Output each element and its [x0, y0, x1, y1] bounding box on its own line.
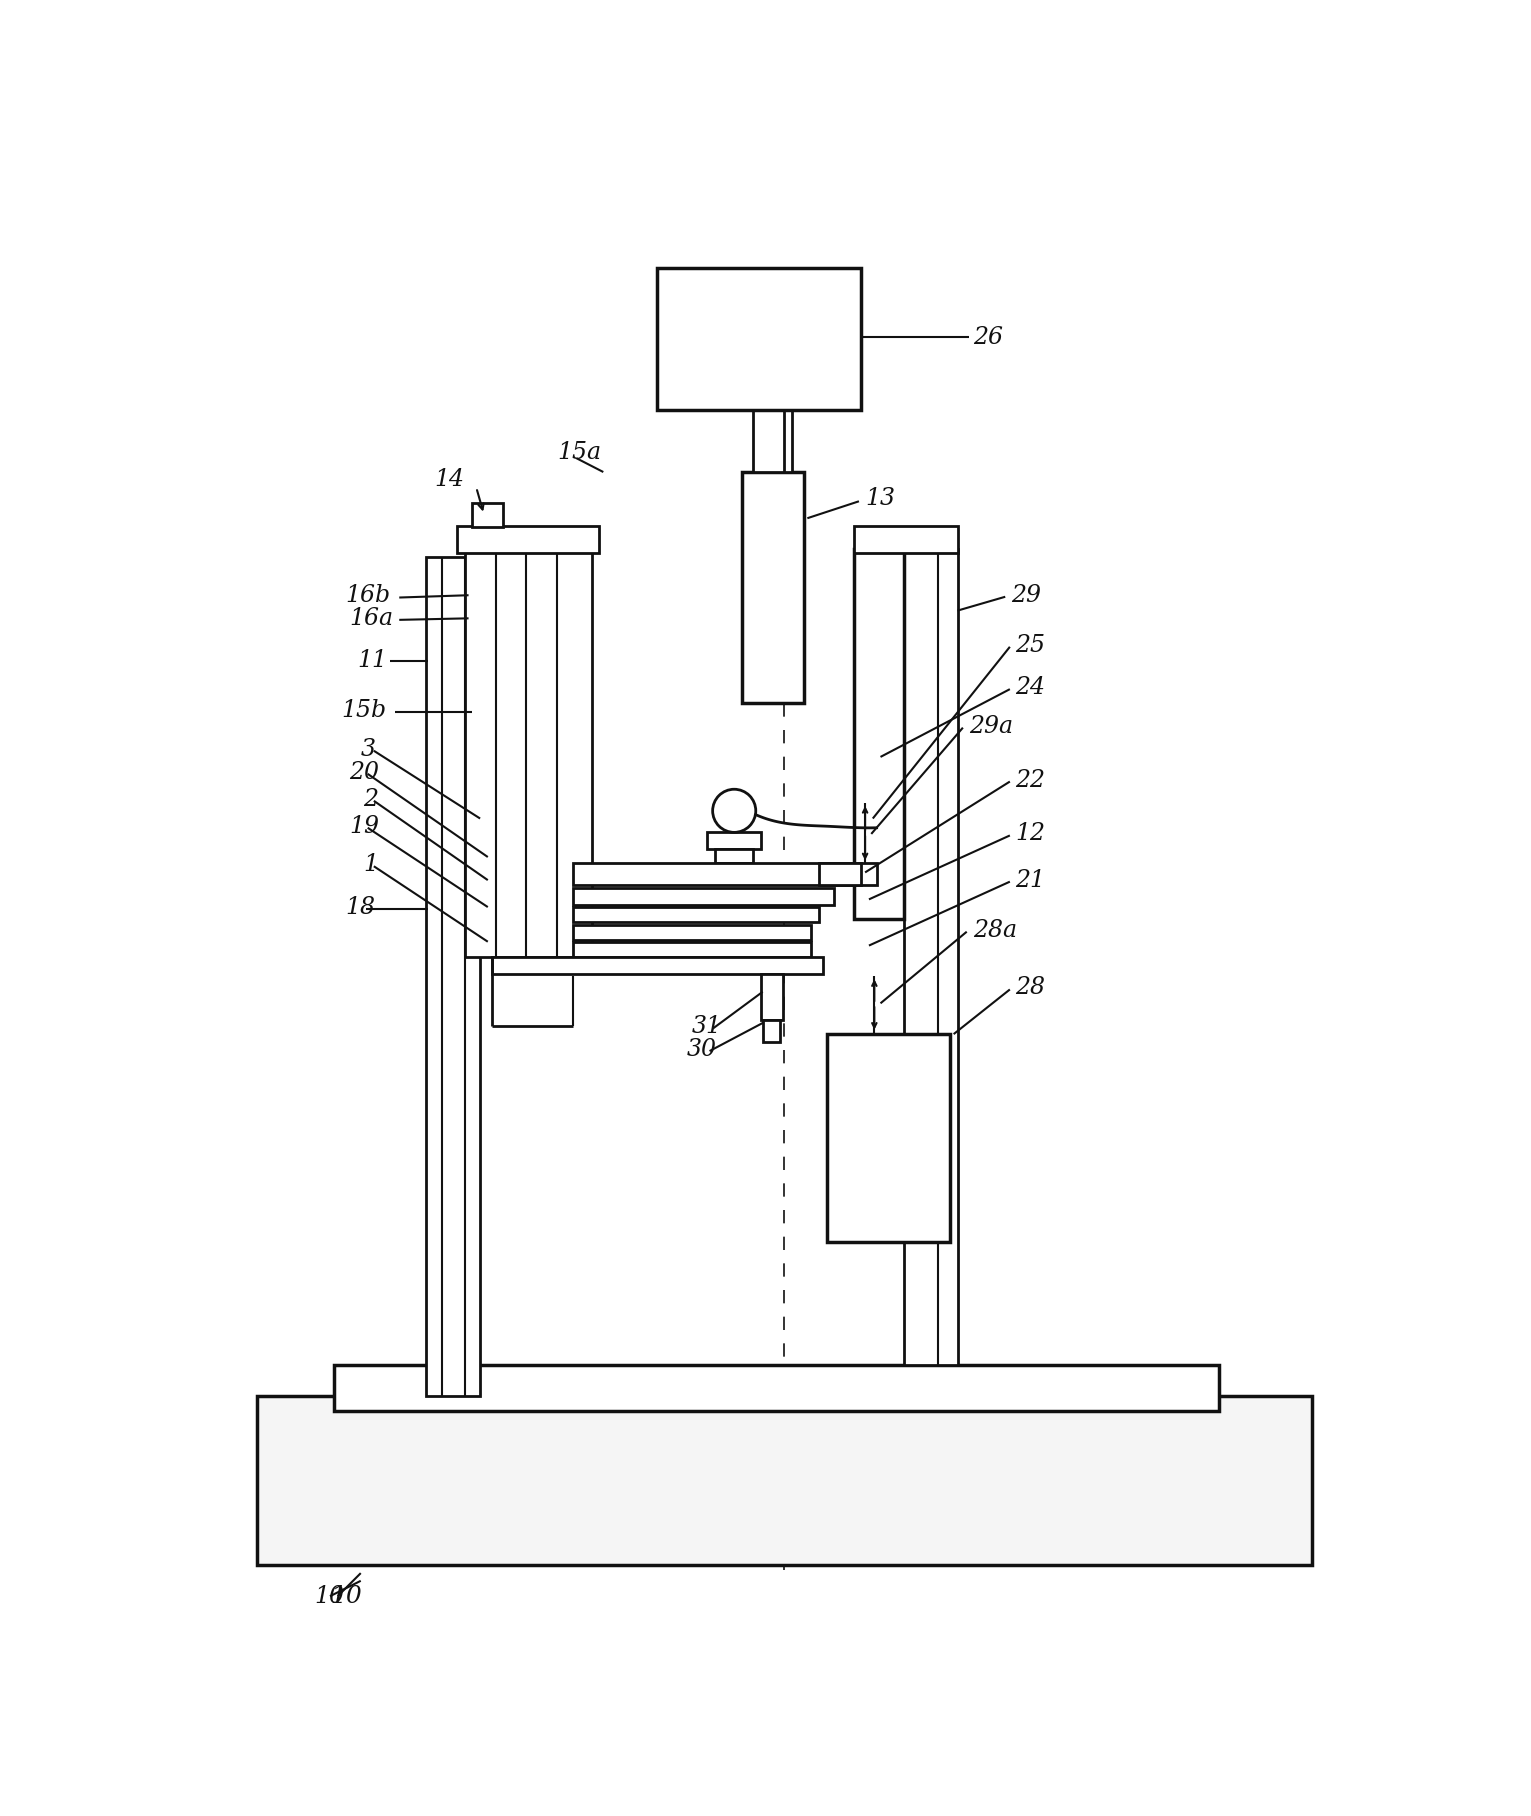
Bar — [573, 888, 834, 904]
Text: 19: 19 — [349, 815, 380, 837]
Bar — [473, 503, 504, 527]
Text: 10: 10 — [314, 1585, 344, 1607]
Text: 13: 13 — [865, 487, 896, 510]
Text: 30: 30 — [686, 1039, 717, 1061]
Text: 29a: 29a — [969, 716, 1014, 737]
Text: 15b: 15b — [341, 699, 387, 723]
Bar — [257, 1397, 1312, 1565]
Text: 22: 22 — [1015, 768, 1046, 792]
Bar — [657, 269, 862, 410]
Bar — [761, 973, 782, 1021]
Text: 20: 20 — [349, 761, 380, 785]
Text: 26: 26 — [972, 325, 1003, 349]
Bar — [827, 1033, 949, 1242]
Bar — [573, 863, 877, 884]
Text: 28a: 28a — [972, 919, 1017, 943]
Bar — [715, 850, 753, 863]
Bar — [854, 548, 903, 919]
Text: 31: 31 — [692, 1015, 721, 1039]
Text: 16b: 16b — [346, 583, 390, 607]
Text: 15a: 15a — [557, 441, 602, 465]
Bar — [334, 1366, 1219, 1411]
Text: 11: 11 — [357, 648, 387, 672]
Text: 16a: 16a — [349, 607, 393, 630]
Bar — [707, 832, 761, 850]
Text: 3: 3 — [361, 737, 375, 761]
Bar — [903, 548, 957, 1366]
Bar — [854, 527, 957, 552]
Circle shape — [712, 790, 756, 832]
Bar — [819, 863, 862, 884]
Text: 28: 28 — [1015, 977, 1046, 999]
Bar — [491, 957, 822, 973]
Text: 10: 10 — [331, 1585, 361, 1607]
Text: 18: 18 — [346, 895, 375, 919]
Text: 14: 14 — [433, 469, 464, 490]
Text: 25: 25 — [1015, 634, 1046, 657]
Bar — [573, 906, 819, 923]
Text: 1: 1 — [363, 854, 378, 877]
Bar — [573, 943, 811, 957]
Text: 12: 12 — [1015, 823, 1046, 846]
Text: 29: 29 — [1012, 583, 1041, 607]
Bar — [753, 372, 792, 472]
Bar — [764, 1021, 781, 1042]
Text: 24: 24 — [1015, 676, 1046, 699]
Bar — [573, 924, 811, 941]
Text: 2: 2 — [363, 788, 378, 810]
Text: 21: 21 — [1015, 868, 1046, 892]
Bar — [426, 558, 481, 1397]
Bar — [456, 527, 600, 552]
Bar — [743, 472, 804, 703]
Bar — [465, 548, 592, 957]
